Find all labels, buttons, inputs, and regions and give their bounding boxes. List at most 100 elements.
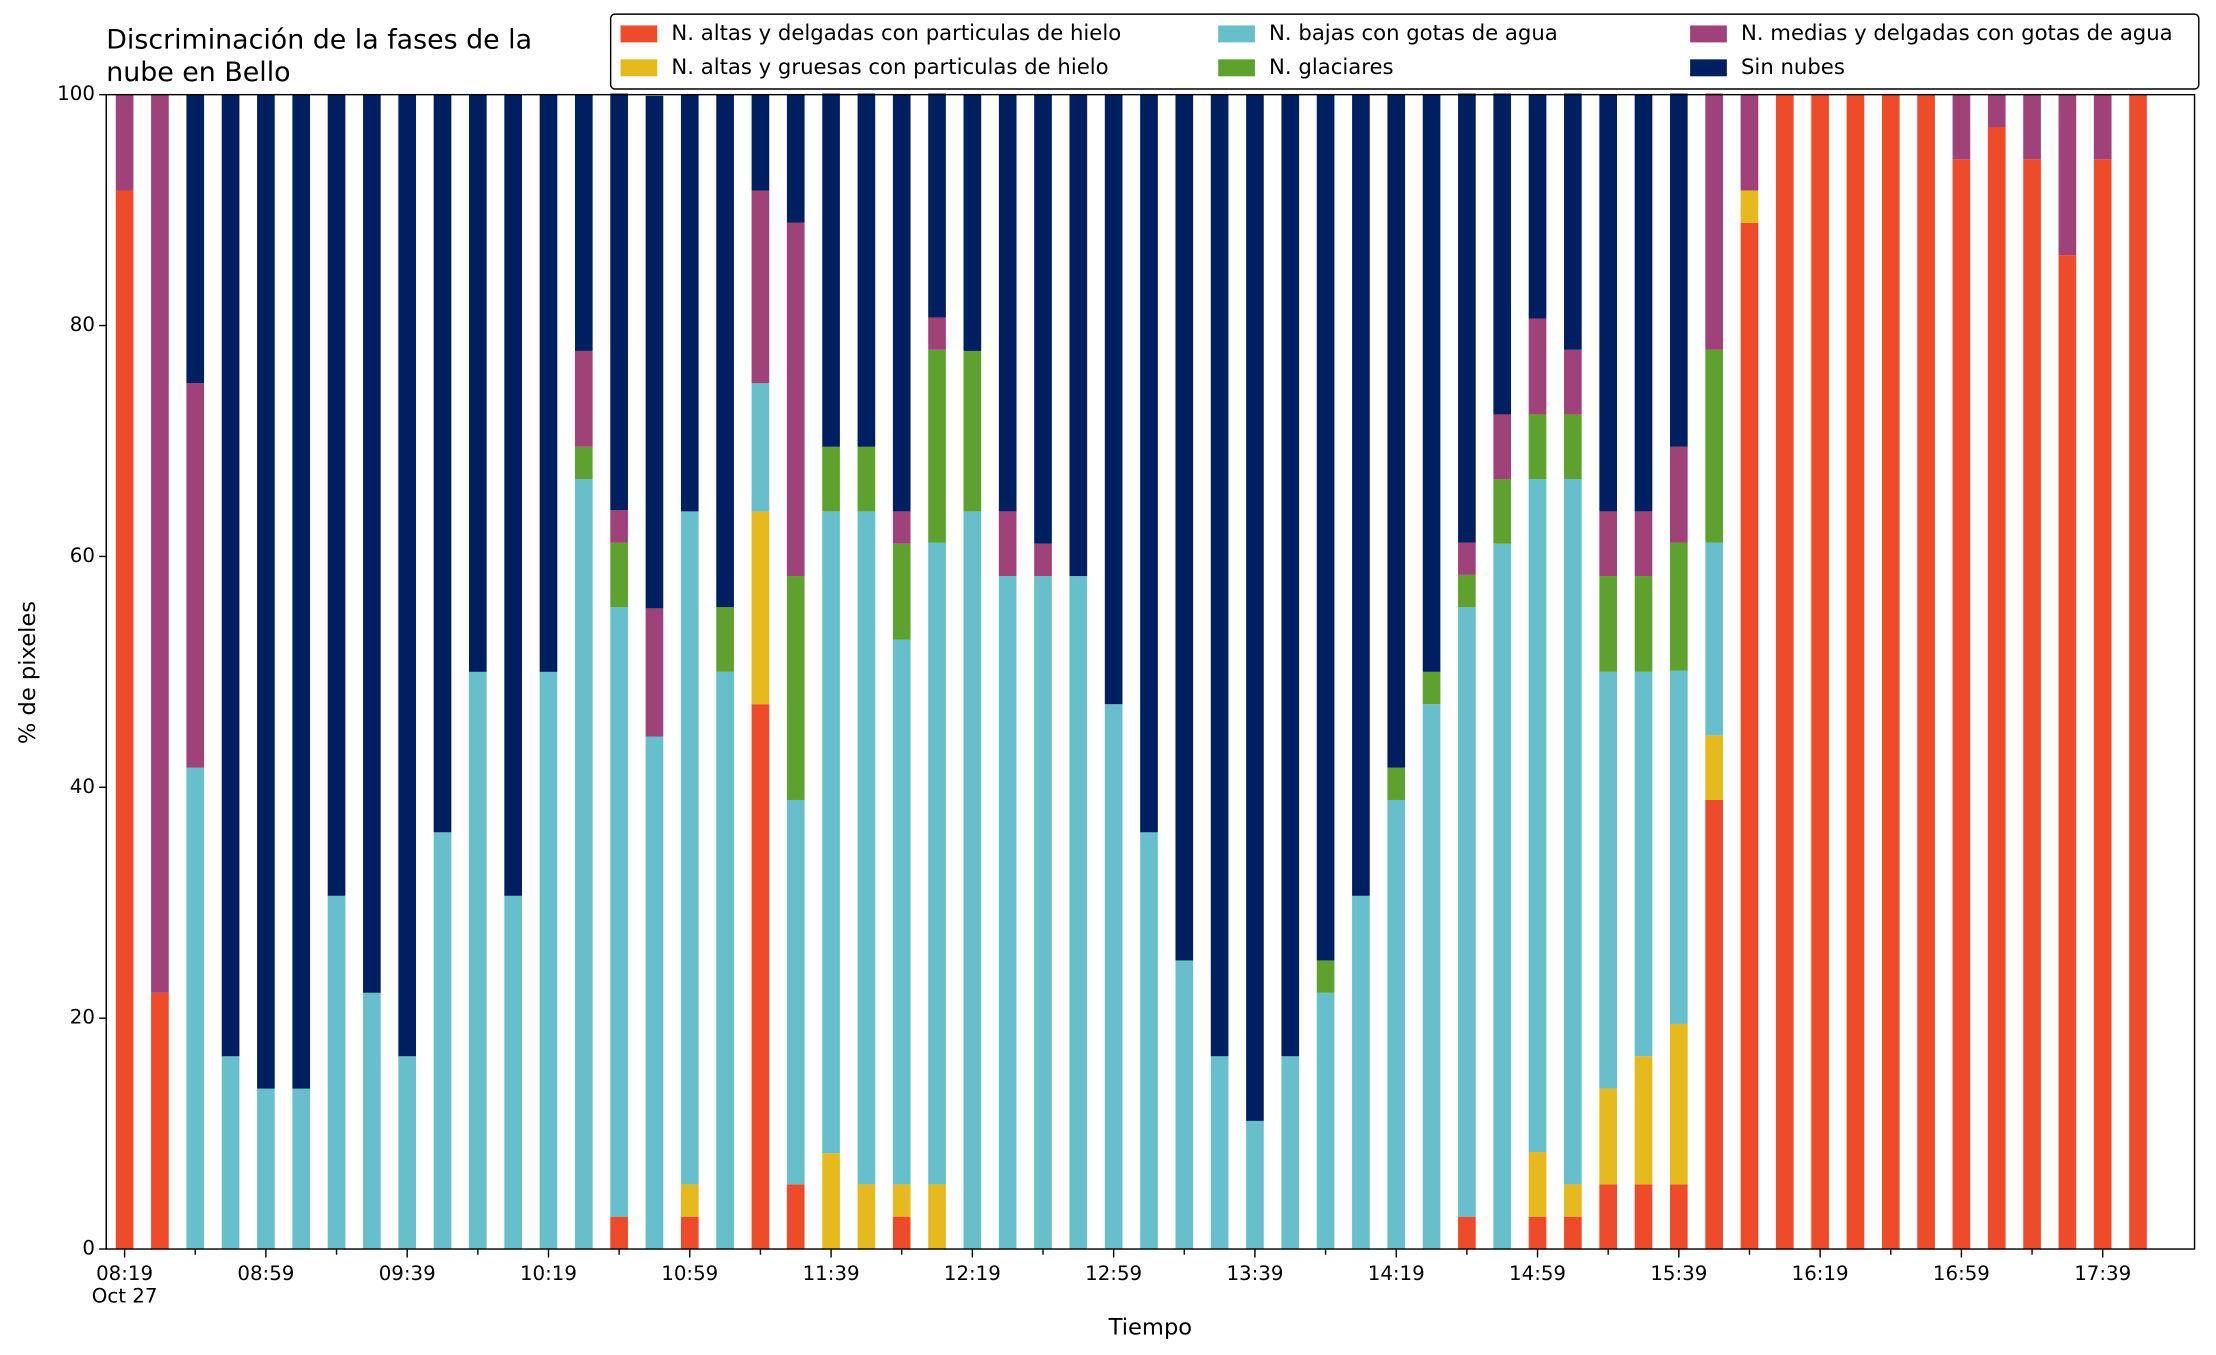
bar-segment bbox=[115, 94, 134, 191]
y-tick-label: 100 bbox=[57, 82, 95, 105]
bar-segment bbox=[1669, 1023, 1688, 1185]
bar-segment bbox=[1740, 94, 1759, 191]
bar-segment bbox=[151, 992, 169, 1250]
bar-segment bbox=[398, 1056, 417, 1250]
bar-segment bbox=[1705, 349, 1723, 543]
bar-segment bbox=[398, 94, 417, 1057]
bar-segment bbox=[1246, 1120, 1264, 1250]
bar-segment bbox=[1599, 671, 1618, 1089]
bar-segment bbox=[1528, 1216, 1547, 1250]
bar-segment bbox=[1669, 446, 1688, 543]
bar-segment bbox=[1104, 94, 1123, 705]
bar-segment bbox=[998, 576, 1017, 1250]
bar-segment bbox=[963, 350, 982, 512]
bar-segment bbox=[2093, 159, 2112, 1250]
bar-segment bbox=[1458, 574, 1476, 608]
bar-segment bbox=[786, 94, 805, 223]
x-tick-label: 10:59 bbox=[661, 1262, 718, 1285]
bar-segment bbox=[1564, 93, 1582, 350]
bar-segment bbox=[257, 1088, 275, 1250]
bar-segment bbox=[1987, 94, 2006, 127]
bar-segment bbox=[1175, 94, 1194, 961]
x-tick-label: 09:39 bbox=[379, 1262, 436, 1285]
bar-segment bbox=[1528, 318, 1547, 415]
x-tick-label: 12:59 bbox=[1085, 1262, 1142, 1285]
bar-segment bbox=[1564, 349, 1582, 415]
bar-segment bbox=[822, 93, 840, 447]
bar-segment bbox=[1811, 94, 1829, 1250]
bar-segment bbox=[1387, 799, 1406, 1250]
bar-segment bbox=[2023, 159, 2041, 1250]
legend-label: N. altas y delgadas con particulas de hi… bbox=[671, 20, 1121, 45]
bar-segment bbox=[1422, 704, 1441, 1250]
bar-segment bbox=[1034, 94, 1052, 544]
bar-segment bbox=[574, 446, 593, 480]
bar-segment bbox=[292, 1088, 311, 1250]
bar-segment bbox=[998, 511, 1017, 577]
bar-segment bbox=[1705, 93, 1723, 350]
x-tick-label: 16:19 bbox=[1792, 1262, 1849, 1285]
bar-segment bbox=[327, 94, 346, 896]
legend-label: Sin nubes bbox=[1741, 54, 1845, 79]
bar-segment bbox=[1175, 960, 1194, 1250]
bar-segment bbox=[857, 511, 876, 1185]
bar-segment bbox=[610, 510, 628, 543]
bar-segment bbox=[892, 94, 911, 512]
bar-segment bbox=[1564, 479, 1582, 1185]
bar-segment bbox=[1599, 576, 1618, 672]
bar-segment bbox=[574, 94, 593, 351]
bar-segment bbox=[928, 349, 946, 543]
bar-segment bbox=[363, 992, 381, 1250]
bar-segment bbox=[786, 1184, 805, 1250]
bar-segment bbox=[186, 94, 205, 384]
y-tick-label: 0 bbox=[82, 1237, 95, 1260]
bar-segment bbox=[928, 542, 946, 1185]
y-tick-label: 60 bbox=[70, 544, 95, 567]
bar-segment bbox=[1493, 543, 1512, 1250]
bar-segment bbox=[1458, 542, 1476, 575]
x-tick-label: 14:59 bbox=[1509, 1262, 1566, 1285]
bar-segment bbox=[504, 895, 522, 1250]
legend-label: N. glaciares bbox=[1269, 54, 1393, 79]
bar-segment bbox=[1528, 479, 1547, 1153]
bar-segment bbox=[1775, 94, 1794, 1250]
legend-label: N. altas y gruesas con particulas de hie… bbox=[671, 54, 1108, 79]
bar-segment bbox=[928, 1184, 946, 1250]
bar-segment bbox=[1564, 1216, 1582, 1250]
x-tick-label: 11:39 bbox=[803, 1262, 860, 1285]
bar-segment bbox=[751, 704, 770, 1250]
bar-segment bbox=[822, 1153, 840, 1250]
bar-segment bbox=[186, 767, 205, 1250]
bar-segment bbox=[504, 94, 522, 896]
bar-segment bbox=[716, 94, 734, 608]
bar-segment bbox=[1634, 511, 1653, 577]
bar-segment bbox=[327, 895, 346, 1250]
bar-segment bbox=[221, 1056, 240, 1250]
bar-segment bbox=[1987, 126, 2006, 1250]
bar-segment bbox=[1952, 159, 1971, 1250]
bar-segment bbox=[1210, 94, 1229, 1057]
bar-segment bbox=[1705, 542, 1723, 736]
bar-segment bbox=[1493, 414, 1512, 480]
bar-segment bbox=[1528, 94, 1547, 319]
bar-segment bbox=[645, 736, 664, 1250]
bar-segment bbox=[1069, 576, 1088, 1250]
bar-segment bbox=[257, 94, 275, 1089]
legend-swatch bbox=[1218, 59, 1255, 77]
bar-segment bbox=[1669, 93, 1688, 447]
bar-segment bbox=[574, 350, 593, 447]
bar-segment bbox=[1634, 1184, 1653, 1250]
bar-segment bbox=[1140, 832, 1158, 1250]
x-tick-label: 16:59 bbox=[1933, 1262, 1990, 1285]
legend-swatch bbox=[1690, 59, 1727, 77]
bar-segment bbox=[1422, 671, 1441, 705]
bar-segment bbox=[1422, 94, 1441, 672]
bar-segment bbox=[1069, 94, 1088, 577]
legend-box bbox=[609, 13, 2200, 90]
x-tick-label: 12:19 bbox=[944, 1262, 1001, 1285]
bar-segment bbox=[2058, 255, 2077, 1250]
legend-swatch bbox=[620, 25, 658, 43]
x-tick-label: 15:39 bbox=[1650, 1262, 1707, 1285]
bar-segment bbox=[610, 542, 628, 608]
